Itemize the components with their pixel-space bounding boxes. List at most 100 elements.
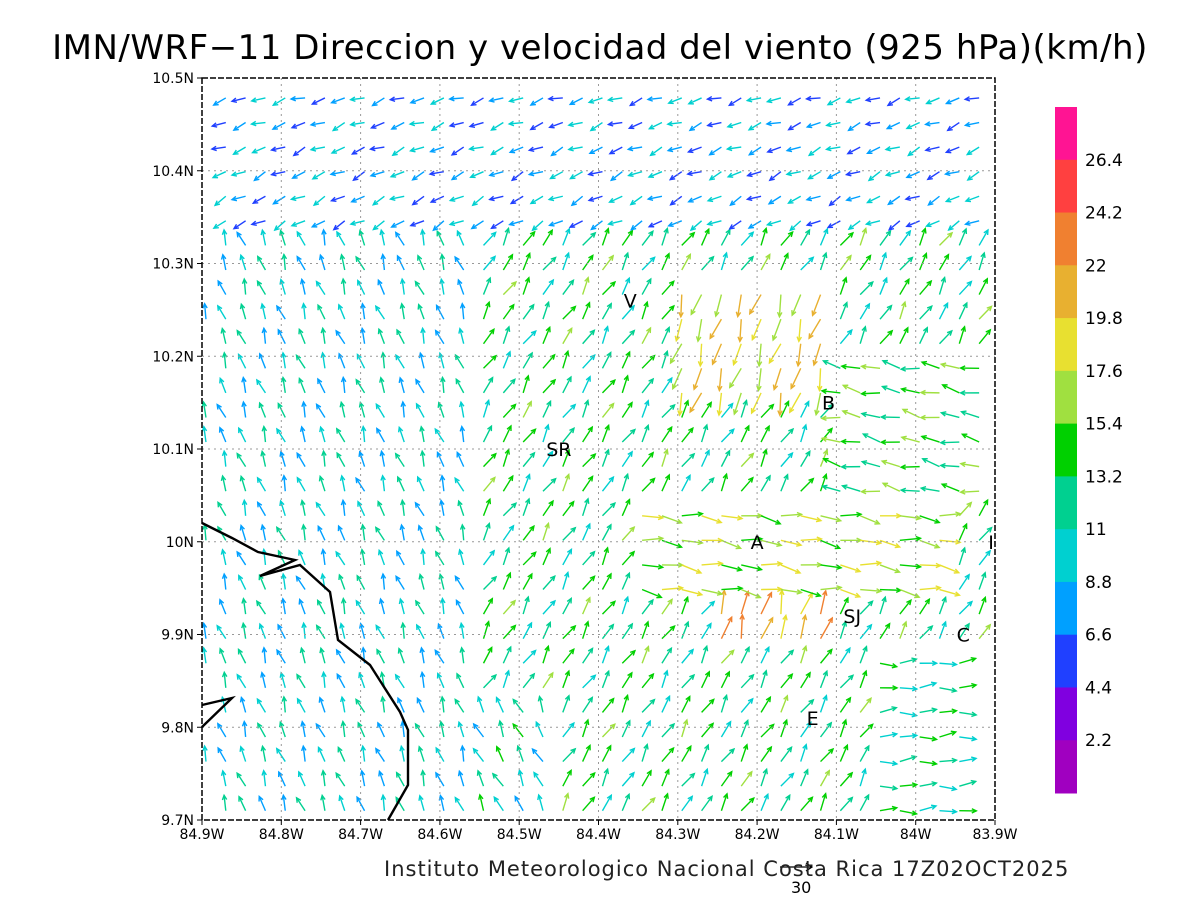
wind-vector (737, 319, 743, 343)
wind-vector (845, 195, 861, 202)
wind-vector (839, 276, 848, 295)
wind-vector (221, 670, 228, 688)
wind-vector (213, 195, 227, 207)
wind-vector (239, 253, 247, 271)
wind-vector (847, 220, 861, 231)
wind-vector (881, 482, 901, 492)
wind-vector (760, 792, 769, 811)
wind-vector (740, 589, 750, 615)
wind-vector (978, 251, 986, 271)
wind-vector (688, 121, 702, 132)
lat-tick-label: 10.2N (152, 349, 194, 365)
wind-vector (978, 549, 992, 566)
wind-vector (820, 515, 843, 523)
wind-vector (542, 278, 555, 295)
lat-tick-label: 10.1N (152, 442, 194, 458)
wind-vector (416, 475, 425, 492)
wind-vector (376, 427, 386, 443)
wind-vector (760, 591, 773, 615)
wind-vector (859, 254, 872, 271)
wind-vector (434, 427, 445, 443)
wind-vector (502, 403, 517, 418)
wind-vector (219, 647, 227, 664)
wind-vector (562, 349, 570, 369)
wind-vector (879, 706, 898, 714)
wind-vector (357, 721, 366, 738)
wind-vector (356, 795, 366, 812)
wind-vector (741, 512, 764, 519)
wind-vector (236, 771, 247, 787)
wind-vector (695, 319, 703, 343)
wind-vector (745, 97, 762, 103)
wind-vector (879, 785, 899, 791)
place-label: E (807, 708, 819, 730)
wind-vector (761, 586, 784, 593)
wind-vector (939, 785, 958, 792)
wind-vector (926, 171, 940, 181)
wind-vector (621, 525, 636, 541)
wind-vector (239, 474, 247, 492)
wind-vector (482, 255, 497, 271)
wind-vector (512, 698, 524, 713)
wind-vector (522, 451, 536, 468)
wind-vector (260, 523, 267, 541)
wind-vector (601, 723, 616, 738)
wind-vector (859, 723, 874, 738)
wind-vector (740, 797, 755, 812)
wind-vector (959, 365, 980, 371)
wind-vector (542, 671, 554, 689)
wind-vector (820, 747, 835, 763)
wind-vector (690, 294, 703, 316)
wind-vector (641, 588, 663, 599)
wind-vector (839, 771, 854, 787)
wind-vector (899, 535, 923, 542)
wind-vector (860, 364, 881, 370)
wind-vector (261, 646, 268, 664)
wind-vector (448, 220, 464, 227)
wind-vector (641, 477, 656, 492)
wind-vector (581, 522, 591, 541)
wind-vector (706, 195, 722, 203)
wind-vector (291, 171, 306, 179)
wind-vector (440, 597, 446, 615)
wind-vector (790, 368, 802, 390)
wind-vector (681, 772, 696, 787)
wind-vector (550, 146, 564, 157)
wind-vector (329, 195, 345, 203)
wind-vector (420, 326, 426, 344)
wind-vector (740, 255, 755, 271)
wind-vector (502, 448, 510, 467)
wind-vector (502, 502, 518, 517)
wind-vector (740, 476, 754, 492)
wind-vector (601, 475, 615, 492)
wind-vector (728, 367, 742, 389)
wind-vector (681, 673, 696, 689)
wind-vector (859, 623, 873, 640)
wind-vector (720, 449, 731, 467)
wind-vector (721, 564, 744, 572)
wind-vector (706, 121, 722, 128)
wind-vector (476, 695, 485, 713)
wind-vector (522, 524, 535, 541)
wind-vector (517, 768, 524, 787)
wind-vector (315, 624, 326, 640)
wind-vector (899, 366, 920, 372)
wind-vector (978, 228, 989, 246)
wind-vector (787, 121, 802, 131)
wind-vector (301, 621, 307, 639)
wind-vector (582, 475, 594, 492)
wind-vector (747, 121, 762, 131)
wind-vector (332, 220, 346, 231)
colorbar-swatch (1055, 212, 1077, 266)
wind-vector (907, 146, 921, 157)
wind-vector (470, 97, 484, 107)
wind-vector (601, 600, 617, 615)
wind-vector (939, 362, 960, 369)
wind-vector (740, 398, 748, 418)
wind-vector (860, 560, 883, 567)
wind-vector (280, 375, 287, 393)
wind-vector (417, 524, 425, 541)
wind-vector (502, 303, 515, 320)
wind-vector (720, 588, 727, 615)
wind-vector (482, 300, 491, 320)
